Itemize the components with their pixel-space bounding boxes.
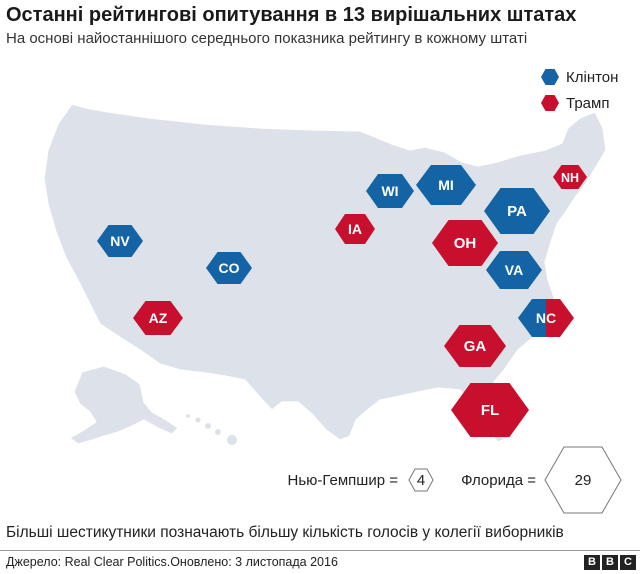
state-hex-mi: MI: [416, 165, 476, 205]
state-hex-label: CO: [219, 260, 240, 276]
scale-nh-value: 4: [417, 472, 425, 489]
state-hex-half-clinton: [518, 299, 546, 337]
state-hex-ga: GA: [444, 325, 506, 367]
state-hex-shape: [553, 165, 587, 189]
state-hex-shape: [366, 174, 414, 208]
bbc-logo-letter: B: [602, 555, 618, 570]
state-hex-oh: OH: [432, 220, 498, 266]
bbc-logo-letter: B: [584, 555, 600, 570]
scale-fl-value: 29: [575, 472, 592, 489]
state-hex-label: OH: [454, 235, 477, 252]
footnote: Більші шестикутники позначають більшу кі…: [6, 524, 564, 541]
clinton-hex-shape: [541, 69, 559, 85]
state-hex-label: NV: [110, 233, 130, 249]
state-hex-shape: [97, 225, 143, 257]
state-hex-va: VA: [486, 251, 542, 289]
state-hex-shape: [432, 220, 498, 266]
state-hex-nh: NH: [553, 165, 587, 189]
state-hex-nc: NC: [518, 299, 574, 337]
state-hex-shape: [335, 214, 375, 244]
state-hex-shape: [416, 165, 476, 205]
hawaii-shape: [186, 414, 237, 445]
state-hex-shape: [444, 325, 506, 367]
state-hex-label: NC: [536, 310, 556, 326]
source-line: Джерело: Real Clear Politics.Оновлено: 3…: [6, 555, 338, 569]
legend-item-clinton: Клінтон: [540, 64, 618, 90]
state-hex-nv: NV: [97, 225, 143, 257]
alaska-shape: [69, 365, 179, 445]
state-hex-label: WI: [381, 183, 398, 199]
state-hex-label: VA: [505, 262, 523, 278]
legend-label-trump: Трамп: [566, 94, 610, 112]
trump-hex-shape: [541, 95, 559, 111]
bbc-logo-letter: C: [620, 555, 636, 570]
state-hex-label: FL: [481, 402, 499, 419]
legend-item-trump: Трамп: [540, 90, 618, 116]
state-hex-co: CO: [206, 252, 252, 284]
state-hex-pa: PA: [484, 188, 550, 234]
scale-nh-hex: [408, 468, 434, 492]
state-hex-ia: IA: [335, 214, 375, 244]
legend: Клінтон Трамп: [540, 64, 618, 116]
state-hex-az: AZ: [133, 301, 183, 335]
state-hex-wi: WI: [366, 174, 414, 208]
scale-fl-label: Флорида =: [461, 472, 536, 489]
trump-hex-icon: [541, 95, 559, 111]
state-hex-shape: [484, 188, 550, 234]
state-hex-label: AZ: [149, 310, 168, 326]
state-hex-label: IA: [348, 221, 362, 237]
state-hex-shape: [451, 383, 529, 437]
state-hex-label: NH: [561, 171, 579, 185]
state-hex-label: MI: [438, 177, 454, 193]
bbc-logo: B B C: [584, 555, 636, 570]
state-hex-shape: [486, 251, 542, 289]
clinton-hex-icon: [541, 69, 559, 85]
state-hex-shape: [206, 252, 252, 284]
chart-title: Останні рейтингові опитування в 13 виріш…: [6, 4, 577, 26]
us-map: NV CO AZ IA WI MI OH PA VA NC GA FL NH Нью-Гемпшир =…: [43, 103, 622, 514]
scale-nh-label: Нью-Гемпшир =: [288, 472, 399, 489]
chart-subtitle: На основі найостаннішого середнього пока…: [6, 30, 528, 47]
state-hex-fl: FL: [451, 383, 529, 437]
legend-label-clinton: Клінтон: [566, 68, 619, 86]
state-hex-shape: [133, 301, 183, 335]
scale-fl-hex: [544, 446, 622, 514]
footer-divider: [0, 550, 640, 551]
state-hex-half-trump: [546, 299, 574, 337]
state-hex-label: PA: [507, 203, 527, 220]
state-hex-label: GA: [464, 338, 487, 355]
scale-reference: Нью-Гемпшир = 4 Флорида = 29: [288, 446, 622, 514]
